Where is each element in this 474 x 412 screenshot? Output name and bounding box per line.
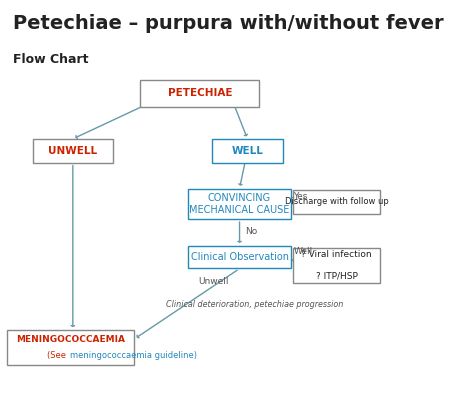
Text: WELL: WELL bbox=[231, 146, 264, 156]
Text: UNWELL: UNWELL bbox=[48, 146, 97, 156]
Text: Flow Chart: Flow Chart bbox=[13, 53, 89, 66]
Text: Unwell: Unwell bbox=[198, 277, 228, 286]
Text: Clinical deterioration, petechiae progression: Clinical deterioration, petechiae progre… bbox=[166, 300, 344, 309]
Text: Yes: Yes bbox=[293, 192, 308, 201]
Text: meningococcaemia guideline): meningococcaemia guideline) bbox=[70, 351, 197, 360]
Text: (See: (See bbox=[47, 351, 69, 360]
Text: CONVINCING
MECHANICAL CAUSE: CONVINCING MECHANICAL CAUSE bbox=[189, 193, 290, 215]
Text: Well: Well bbox=[293, 246, 313, 255]
Text: MENINGOCOCCAEMIA: MENINGOCOCCAEMIA bbox=[16, 335, 125, 344]
Text: ? Viral infection

? ITP/HSP: ? Viral infection ? ITP/HSP bbox=[301, 250, 372, 280]
Text: Petechiae – purpura with/without fever: Petechiae – purpura with/without fever bbox=[13, 14, 444, 33]
FancyBboxPatch shape bbox=[7, 330, 134, 365]
FancyBboxPatch shape bbox=[293, 190, 381, 214]
Text: No: No bbox=[246, 227, 258, 236]
Text: Clinical Observation: Clinical Observation bbox=[191, 252, 289, 262]
FancyBboxPatch shape bbox=[140, 80, 259, 107]
FancyBboxPatch shape bbox=[212, 139, 283, 163]
FancyBboxPatch shape bbox=[188, 189, 291, 219]
Text: PETECHIAE: PETECHIAE bbox=[168, 89, 232, 98]
FancyBboxPatch shape bbox=[188, 246, 291, 268]
FancyBboxPatch shape bbox=[33, 139, 112, 163]
Text: Discharge with follow up: Discharge with follow up bbox=[285, 197, 389, 206]
FancyBboxPatch shape bbox=[293, 248, 381, 283]
